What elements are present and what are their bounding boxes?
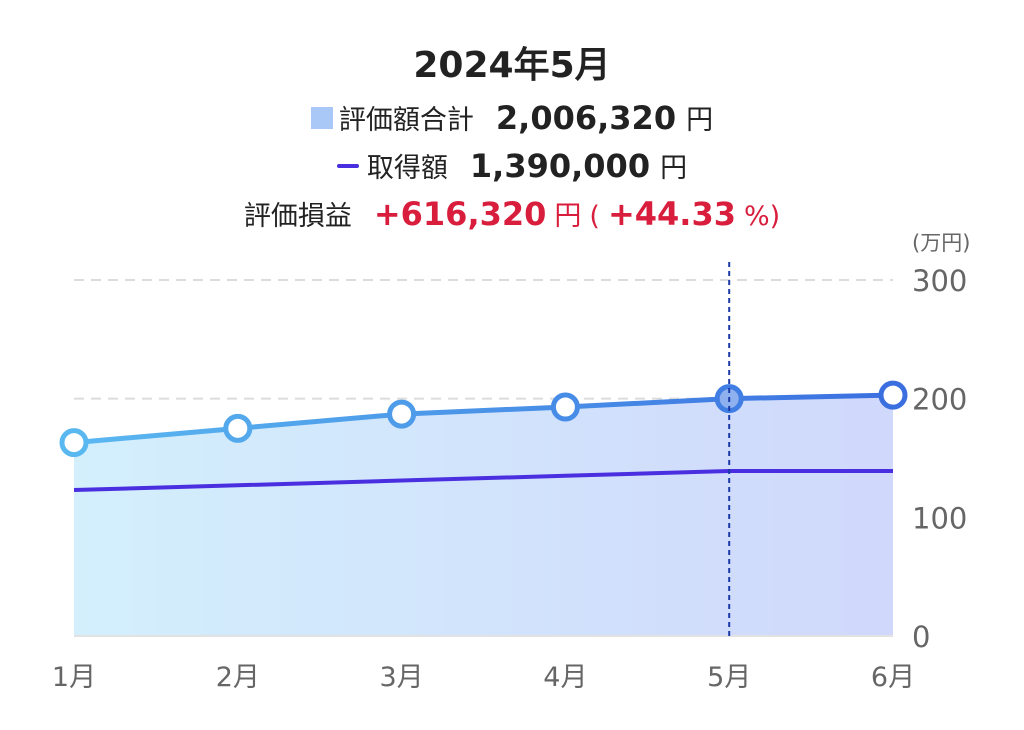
pl-percent: +44.33: [607, 195, 736, 233]
x-tick-label: 5月: [707, 662, 751, 693]
pl-open-paren: (: [589, 201, 600, 232]
total-line: [73, 392, 894, 446]
total-value: 2,006,320: [495, 99, 677, 137]
y-axis-unit: (万円): [912, 231, 970, 255]
legend-total-label: 評価額合計: [338, 105, 474, 136]
pl-unit: 円: [554, 201, 582, 232]
total-point: [550, 392, 580, 422]
legend-total: 評価額合計 2,006,320 円: [0, 98, 1024, 137]
total-point: [223, 413, 253, 443]
y-tick-label: 200: [912, 383, 967, 417]
profit-loss-row: 評価損益 +616,320 円 ( +44.33 %): [0, 194, 1024, 233]
legend-cost-label: 取得額: [366, 153, 448, 184]
total-unit: 円: [686, 105, 714, 136]
x-tick-label: 3月: [380, 662, 424, 693]
x-tick-label: 2月: [216, 662, 260, 693]
total-point: [387, 399, 417, 429]
y-tick-label: 100: [912, 501, 967, 535]
y-tick-label: 300: [912, 264, 967, 298]
legend-total-swatch: [310, 106, 333, 129]
chart-title: 2024年5月: [413, 45, 611, 86]
cost-unit: 円: [660, 153, 688, 184]
x-tick-label: 4月: [543, 662, 587, 693]
pl-label: 評価損益: [243, 201, 352, 232]
x-tick-label: 6月: [871, 662, 915, 693]
total-point: [878, 380, 908, 410]
y-tick-label: 0: [912, 620, 930, 654]
legend-cost-swatch: [336, 163, 359, 168]
pl-value: +616,320: [373, 195, 547, 233]
cost-value: 1,390,000: [469, 147, 651, 185]
total-point: [59, 428, 89, 458]
total-area: [74, 395, 893, 636]
legend-cost: 取得額 1,390,000 円: [0, 146, 1024, 185]
pl-percent-unit: %): [743, 201, 781, 232]
x-tick-label: 1月: [52, 662, 96, 693]
cost-line: [73, 469, 893, 493]
